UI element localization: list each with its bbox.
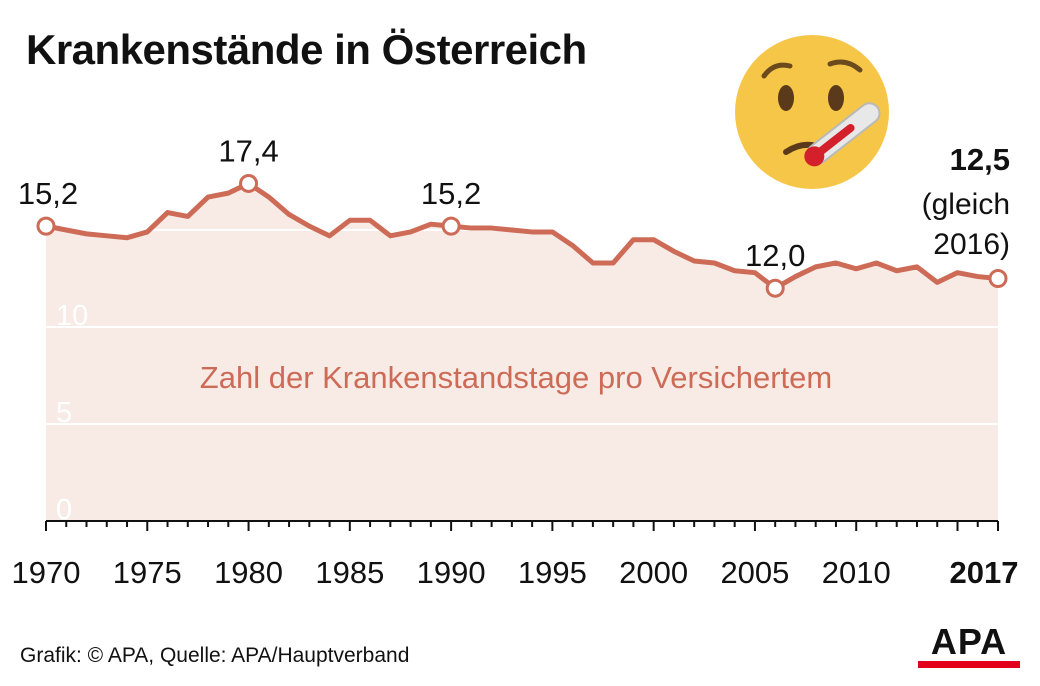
series-line	[43, 180, 1001, 291]
data-label-note: 2016)	[933, 228, 1010, 261]
y-tick-label: 0	[56, 494, 72, 526]
data-point-marker	[988, 269, 1008, 288]
series-label: Zahl der Krankenstandstage pro Versicher…	[200, 360, 832, 395]
data-label: 15,2	[18, 176, 78, 211]
x-tick-label: 1990	[417, 555, 486, 590]
data-point-marker	[36, 216, 56, 236]
x-tick-label: 1995	[518, 555, 587, 590]
face-with-thermometer-icon	[735, 35, 889, 189]
apa-logo: APA	[918, 624, 1020, 668]
y-tick-label: 10	[56, 300, 88, 332]
chart-title: Krankenstände in Österreich	[26, 26, 587, 73]
source-credit: Grafik: © APA, Quelle: APA/Hauptverband	[20, 644, 410, 667]
x-tick-label: 1985	[315, 555, 384, 590]
area-fill	[46, 183, 998, 521]
x-tick-label: 2000	[619, 555, 688, 590]
x-tick-label: 1970	[12, 555, 81, 590]
data-label: 12,0	[745, 238, 805, 273]
data-label: 12,5	[950, 142, 1010, 177]
x-tick-label: 2017	[950, 555, 1019, 590]
data-point-marker	[239, 173, 259, 193]
data-point-marker	[765, 278, 785, 298]
data-label-note: (gleich	[922, 188, 1010, 221]
x-tick-label: 1975	[113, 555, 182, 590]
data-label: 17,4	[218, 133, 278, 168]
data-label: 15,2	[421, 176, 481, 211]
x-tick-label: 1980	[214, 555, 283, 590]
x-tick-label: 2010	[822, 555, 891, 590]
y-tick-label: 5	[56, 397, 72, 429]
apa-logo-text: APA	[930, 621, 1008, 662]
x-tick-label: 2005	[720, 555, 789, 590]
apa-logo-bar	[918, 661, 1020, 668]
data-point-marker	[441, 216, 461, 236]
